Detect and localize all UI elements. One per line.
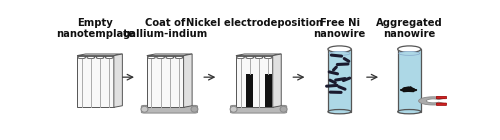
Circle shape bbox=[78, 56, 86, 59]
Circle shape bbox=[175, 56, 183, 59]
Bar bbox=[246, 74, 253, 107]
Circle shape bbox=[87, 56, 94, 59]
Circle shape bbox=[148, 56, 156, 59]
Ellipse shape bbox=[399, 52, 420, 55]
Ellipse shape bbox=[191, 106, 198, 112]
Text: Free Ni
nanowire: Free Ni nanowire bbox=[314, 18, 366, 39]
Bar bbox=[147, 56, 184, 107]
Circle shape bbox=[106, 56, 113, 59]
Circle shape bbox=[96, 56, 104, 59]
Bar bbox=[398, 49, 421, 112]
Ellipse shape bbox=[328, 46, 351, 52]
Ellipse shape bbox=[230, 106, 237, 112]
Bar bbox=[328, 49, 351, 112]
Bar bbox=[77, 56, 114, 107]
Polygon shape bbox=[77, 54, 122, 56]
Circle shape bbox=[255, 56, 263, 59]
Polygon shape bbox=[236, 54, 281, 56]
Bar bbox=[398, 49, 421, 112]
Ellipse shape bbox=[328, 109, 351, 114]
Ellipse shape bbox=[398, 109, 421, 114]
Ellipse shape bbox=[141, 106, 148, 112]
Text: Coat of
gallium-indium: Coat of gallium-indium bbox=[122, 18, 208, 39]
Bar bbox=[264, 74, 272, 107]
Circle shape bbox=[246, 56, 254, 59]
Ellipse shape bbox=[329, 52, 350, 55]
FancyBboxPatch shape bbox=[142, 105, 198, 113]
Polygon shape bbox=[184, 54, 192, 107]
Circle shape bbox=[264, 56, 272, 59]
Circle shape bbox=[166, 56, 173, 59]
FancyBboxPatch shape bbox=[436, 96, 446, 99]
Text: Empty
nanotemplate: Empty nanotemplate bbox=[56, 18, 135, 39]
Polygon shape bbox=[272, 54, 281, 107]
Polygon shape bbox=[114, 54, 122, 107]
Text: Aggregated
nanowire: Aggregated nanowire bbox=[376, 18, 442, 39]
Circle shape bbox=[236, 56, 244, 59]
Text: Nickel electrodeposition: Nickel electrodeposition bbox=[186, 18, 323, 28]
Ellipse shape bbox=[398, 46, 421, 52]
Ellipse shape bbox=[280, 106, 287, 112]
FancyBboxPatch shape bbox=[230, 105, 286, 113]
Polygon shape bbox=[147, 54, 192, 56]
Bar bbox=[236, 56, 273, 107]
Circle shape bbox=[156, 56, 164, 59]
Bar bbox=[328, 49, 351, 112]
Wedge shape bbox=[418, 97, 444, 105]
FancyBboxPatch shape bbox=[436, 103, 446, 105]
